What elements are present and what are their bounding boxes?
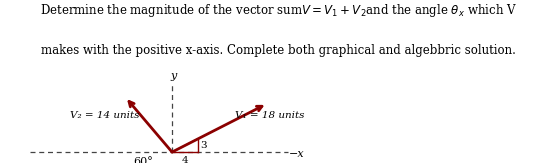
Text: −x: −x	[289, 149, 305, 159]
Text: 3: 3	[201, 141, 207, 150]
Text: 60°: 60°	[133, 157, 153, 163]
Text: y: y	[171, 71, 177, 81]
Text: 4: 4	[182, 156, 188, 163]
Text: V₂ = 14 units: V₂ = 14 units	[70, 111, 140, 120]
Text: makes with the positive x-axis. Complete both graphical and algebbric solution.: makes with the positive x-axis. Complete…	[41, 44, 516, 57]
Text: V₁ = 18 units: V₁ = 18 units	[234, 111, 304, 120]
Text: Determine the magnitude of the vector sum$V = V_1 + V_2$and the angle $\theta_x$: Determine the magnitude of the vector su…	[40, 2, 517, 19]
